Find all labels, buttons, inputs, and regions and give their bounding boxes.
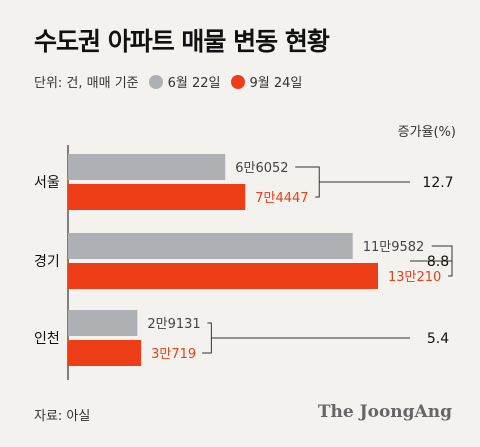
source-label: 자료: 아실 — [34, 409, 91, 424]
data-label: 11만9582 — [363, 240, 425, 255]
legend-swatch-june — [148, 74, 163, 89]
legend-swatch-september — [230, 74, 245, 89]
publisher-logo: The JoongAng — [317, 402, 452, 422]
data-label: 2만9131 — [147, 317, 200, 332]
growth-rate-value: 5.4 — [427, 331, 449, 347]
category-label: 경기 — [34, 254, 60, 270]
bar — [68, 263, 378, 289]
legend: 단위: 건, 매매 기준 6월 22일 9월 24일 — [34, 72, 302, 91]
bar — [68, 310, 138, 336]
bar — [68, 233, 353, 259]
growth-rate-value: 8.8 — [427, 254, 449, 270]
data-label: 7만4447 — [255, 191, 308, 206]
growth-rate-value: 12.7 — [422, 175, 453, 191]
category-label: 서울 — [34, 175, 60, 191]
data-label: 3만719 — [151, 347, 196, 362]
legend-label-june: 6월 22일 — [167, 76, 221, 91]
data-label: 6만6052 — [235, 161, 288, 176]
bracket-line — [295, 166, 320, 198]
growth-rate-header: 증가율(%) — [397, 125, 456, 140]
data-label: 13만210 — [388, 270, 441, 285]
bar — [68, 340, 142, 366]
legend-label-september: 9월 24일 — [249, 76, 303, 91]
category-label: 인천 — [34, 331, 60, 347]
unit-label: 단위: 건, 매매 기준 — [34, 76, 139, 91]
bracket-line — [202, 322, 212, 354]
bar — [68, 184, 246, 210]
bar — [68, 154, 226, 180]
chart-title: 수도권 아파트 매물 변동 현황 — [34, 27, 330, 56]
